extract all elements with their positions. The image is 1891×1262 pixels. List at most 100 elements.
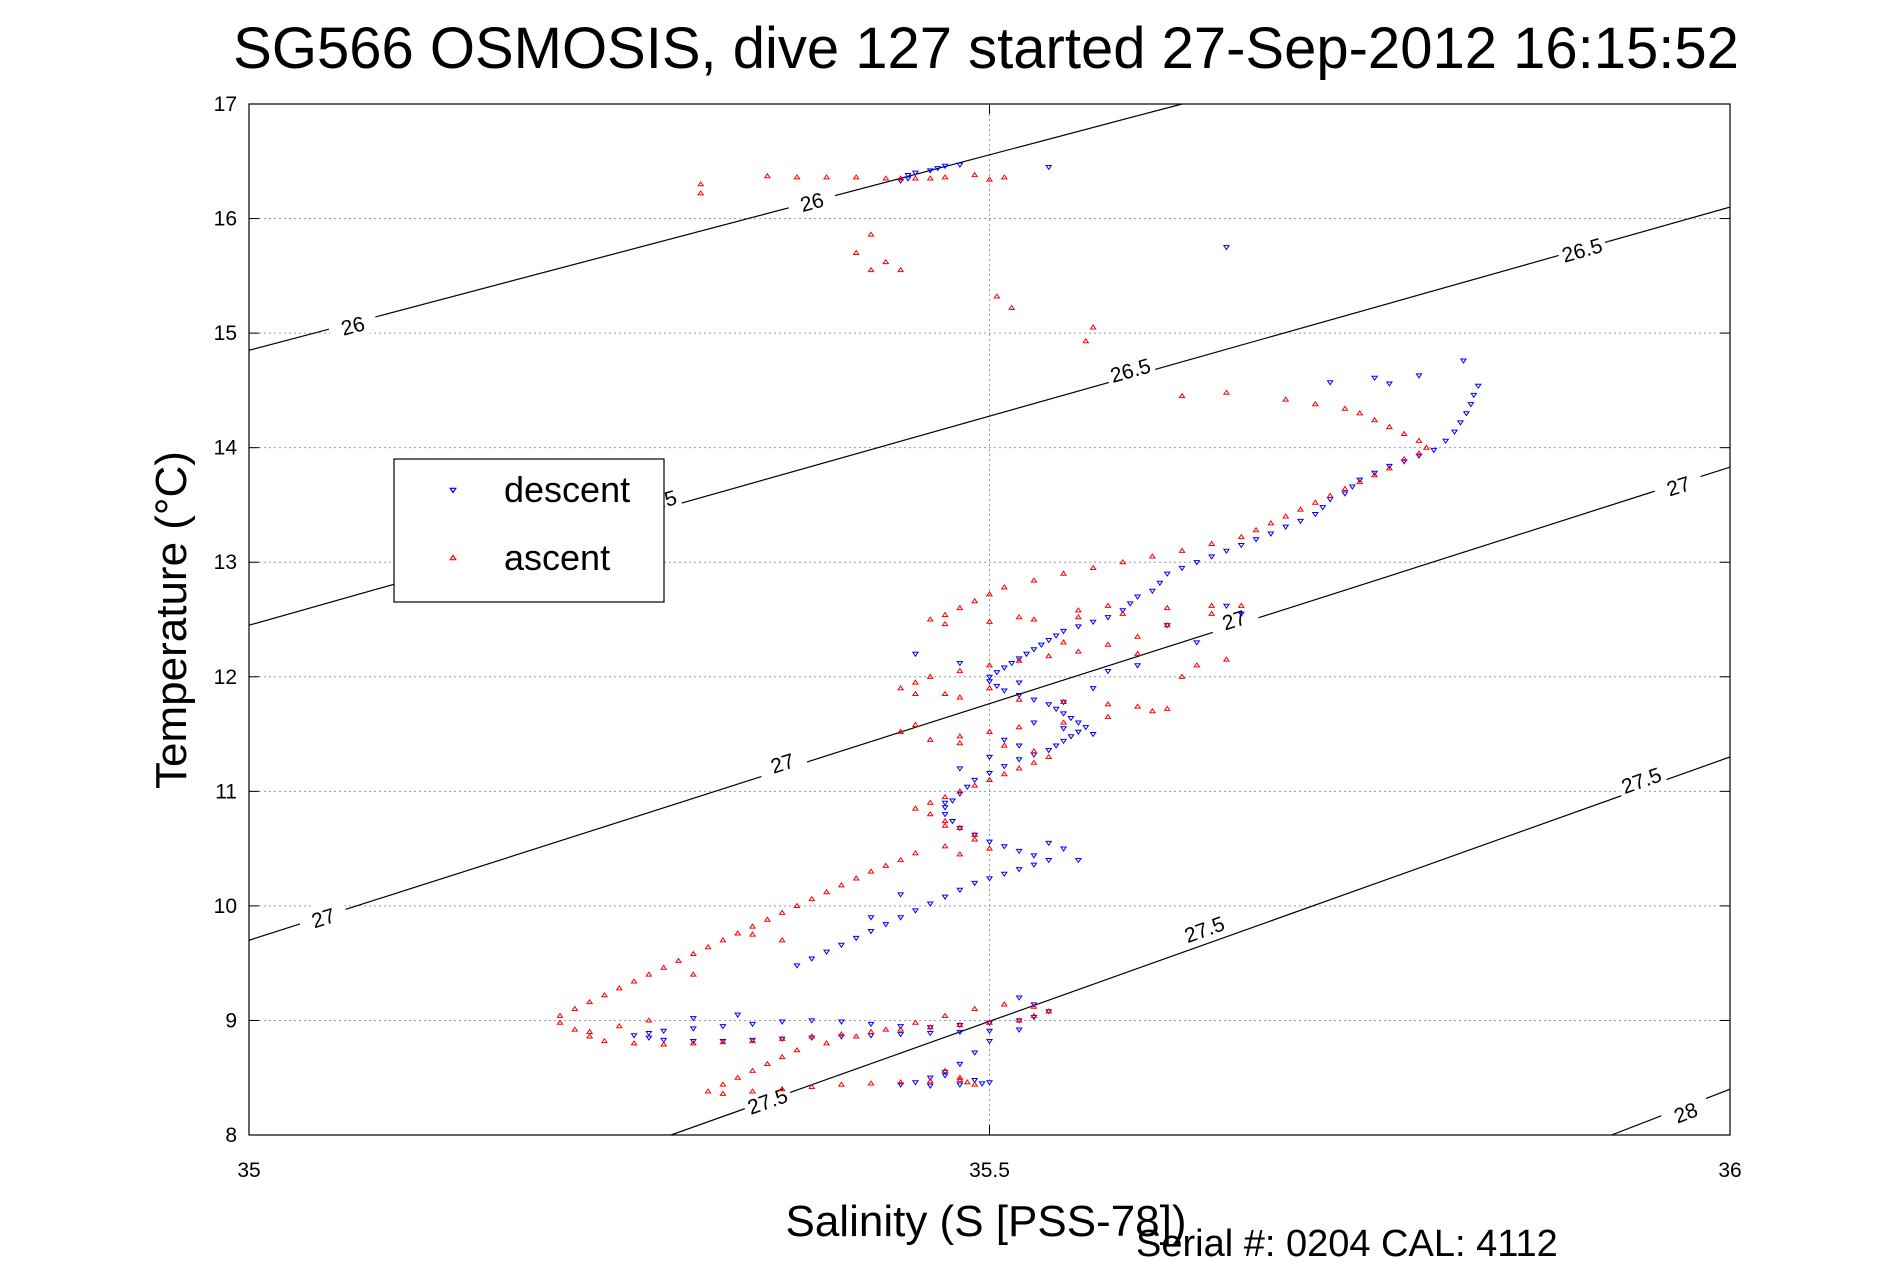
descent-point	[837, 942, 845, 949]
ascent-point	[749, 923, 757, 929]
serial-cal-label: Serial #: 0204 CAL: 4112	[1136, 1223, 1558, 1262]
ascent-point	[1045, 652, 1053, 659]
legend-box	[393, 458, 665, 603]
ascent-point	[556, 1012, 564, 1018]
descent-point	[867, 915, 875, 921]
ascent-point	[556, 1019, 564, 1025]
descent-point	[734, 1012, 742, 1018]
ascent-point	[823, 174, 831, 180]
ascent-point	[660, 964, 668, 970]
ascent-point	[1422, 444, 1430, 450]
descent-point	[1119, 608, 1127, 614]
descent-point	[1400, 459, 1408, 465]
y-tick-label: 9	[225, 1009, 237, 1032]
descent-point	[1089, 686, 1097, 692]
ascent-point	[1341, 485, 1349, 491]
ascent-point	[956, 733, 964, 739]
contour-label-background	[1658, 1090, 1713, 1132]
ascent-point	[697, 180, 705, 187]
ascent-point	[956, 851, 964, 857]
descent-point	[941, 163, 949, 170]
x-axis-label: Salinity (S [PSS-78])	[785, 1197, 1186, 1246]
ascent-point	[1000, 174, 1008, 180]
ascent-point	[956, 1074, 964, 1080]
descent-point	[934, 166, 942, 172]
descent-point	[1045, 858, 1053, 864]
ascent-point	[823, 1040, 831, 1046]
ascent-point	[882, 1026, 890, 1032]
ascent-point	[1252, 526, 1260, 533]
ascent-point	[719, 1038, 727, 1045]
legend-label-ascent: ascent	[504, 537, 610, 578]
descent-point	[1237, 542, 1245, 549]
descent-point	[1015, 743, 1023, 749]
descent-point	[1015, 867, 1023, 873]
legend-label-descent: descent	[504, 469, 630, 510]
descent-point	[1356, 477, 1364, 483]
ascent-point	[1356, 478, 1364, 485]
y-tick-label: 13	[214, 551, 237, 574]
descent-point	[660, 1037, 668, 1044]
ascent-point	[1030, 1003, 1038, 1009]
descent-point	[1030, 647, 1038, 653]
y-tick-label: 8	[225, 1124, 237, 1147]
ascent-point	[1311, 400, 1319, 407]
ascent-point	[1134, 703, 1142, 709]
ascent-point	[971, 782, 979, 788]
descent-point	[1462, 411, 1470, 417]
ascent-point	[660, 1041, 668, 1047]
x-tick-label: 35	[237, 1159, 260, 1182]
ascent-point	[778, 937, 786, 943]
ascent-point	[1208, 602, 1216, 608]
descent-point	[1134, 663, 1142, 669]
descent-point	[897, 1082, 905, 1088]
descent-point	[1148, 588, 1156, 595]
descent-point	[911, 1080, 919, 1086]
descent-point	[985, 754, 994, 761]
ascent-point	[897, 1026, 905, 1032]
ascent-point	[911, 690, 919, 697]
ascent-point	[852, 875, 860, 881]
descent-point	[971, 1050, 979, 1056]
ascent-point	[897, 175, 905, 181]
descent-point	[985, 679, 994, 685]
descent-point	[1252, 537, 1260, 543]
descent-point	[1000, 871, 1008, 878]
ascent-point	[867, 1080, 875, 1086]
descent-point	[993, 683, 1001, 690]
descent-point	[823, 949, 831, 955]
ascent-point	[897, 856, 905, 863]
ascent-point	[1015, 765, 1023, 771]
ascent-point	[1134, 633, 1142, 639]
descent-point	[1074, 624, 1082, 630]
descent-point	[1030, 862, 1038, 868]
y-tick-label: 12	[214, 666, 237, 689]
descent-point	[1060, 726, 1068, 732]
ascent-point	[867, 266, 875, 273]
descent-point	[808, 956, 816, 962]
descent-point	[1222, 548, 1230, 555]
descent-point	[645, 1030, 653, 1037]
ascent-point	[674, 957, 683, 963]
ascent-point	[926, 1024, 934, 1030]
ascent-point	[911, 721, 919, 727]
descent-point	[1000, 844, 1008, 850]
y-tick-label: 15	[214, 322, 237, 345]
ascent-point	[1030, 747, 1038, 754]
ascent-point	[1104, 602, 1112, 608]
ascent-point	[882, 862, 890, 868]
descent-point	[985, 1080, 994, 1086]
ascent-point	[882, 175, 890, 181]
descent-point	[1163, 571, 1171, 577]
descent-point	[956, 1029, 964, 1036]
ascent-point	[1148, 707, 1156, 714]
ascent-point	[1119, 558, 1127, 565]
ascent-point	[689, 1040, 697, 1046]
descent-point	[1237, 611, 1245, 618]
ascent-point	[985, 728, 994, 734]
ascent-point	[837, 882, 845, 888]
ascent-point	[630, 1040, 638, 1046]
descent-point	[1474, 383, 1482, 390]
descent-point	[1193, 560, 1201, 566]
ascent-point	[1415, 437, 1423, 443]
